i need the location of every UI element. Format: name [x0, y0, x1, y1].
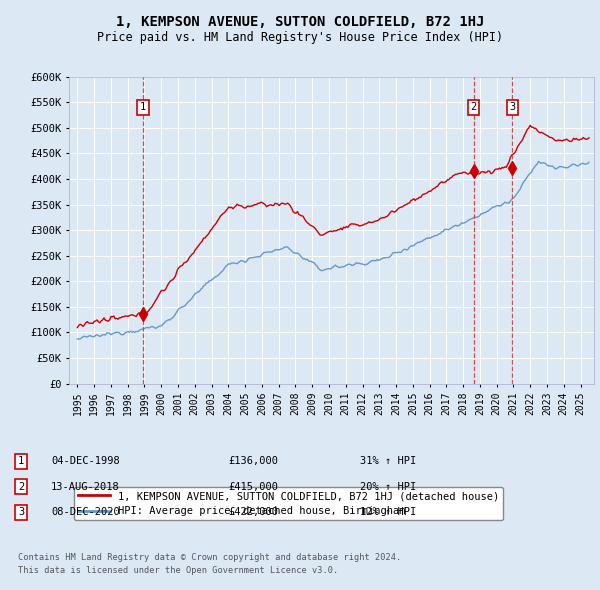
Text: 12% ↑ HPI: 12% ↑ HPI [360, 507, 416, 517]
Text: Price paid vs. HM Land Registry's House Price Index (HPI): Price paid vs. HM Land Registry's House … [97, 31, 503, 44]
Text: 1, KEMPSON AVENUE, SUTTON COLDFIELD, B72 1HJ: 1, KEMPSON AVENUE, SUTTON COLDFIELD, B72… [116, 15, 484, 29]
Text: £422,000: £422,000 [228, 507, 278, 517]
Text: 1: 1 [140, 103, 146, 112]
Text: Contains HM Land Registry data © Crown copyright and database right 2024.: Contains HM Land Registry data © Crown c… [18, 553, 401, 562]
Text: This data is licensed under the Open Government Licence v3.0.: This data is licensed under the Open Gov… [18, 566, 338, 575]
Text: £415,000: £415,000 [228, 482, 278, 491]
Text: 13-AUG-2018: 13-AUG-2018 [51, 482, 120, 491]
Text: 04-DEC-1998: 04-DEC-1998 [51, 457, 120, 466]
Text: £136,000: £136,000 [228, 457, 278, 466]
Text: 1: 1 [18, 457, 24, 466]
Text: 2: 2 [18, 482, 24, 491]
Text: 3: 3 [509, 103, 515, 112]
Text: 2: 2 [470, 103, 476, 112]
Text: 31% ↑ HPI: 31% ↑ HPI [360, 457, 416, 466]
Text: 20% ↑ HPI: 20% ↑ HPI [360, 482, 416, 491]
Text: 3: 3 [18, 507, 24, 517]
Legend: 1, KEMPSON AVENUE, SUTTON COLDFIELD, B72 1HJ (detached house), HPI: Average pric: 1, KEMPSON AVENUE, SUTTON COLDFIELD, B72… [74, 487, 503, 520]
Text: 08-DEC-2020: 08-DEC-2020 [51, 507, 120, 517]
